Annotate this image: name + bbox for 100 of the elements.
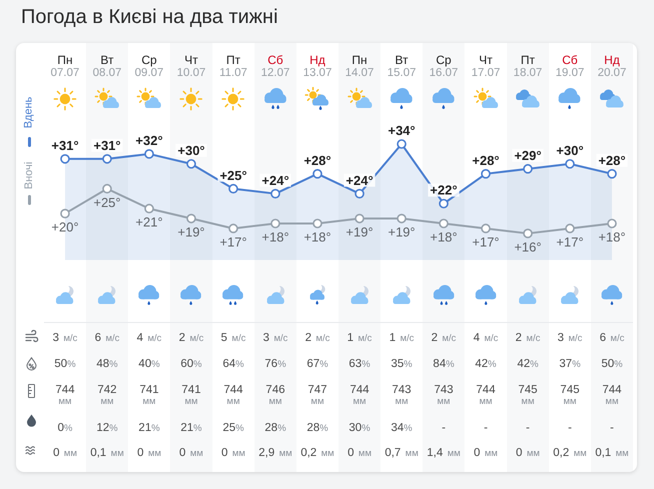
data-label: +18° — [430, 230, 458, 245]
point — [144, 149, 154, 159]
x-tick-label: Нд 13.07 — [302, 53, 333, 79]
point — [565, 159, 575, 169]
text: 3 м/с — [52, 332, 78, 344]
data-label: +20° — [51, 220, 79, 235]
point — [607, 218, 617, 228]
text: - — [442, 422, 446, 434]
text: 744 мм — [54, 384, 76, 407]
text: 1 м/с — [389, 332, 414, 344]
text: 67% — [306, 358, 328, 370]
text: 3 м/с — [558, 332, 582, 344]
text: 42% — [475, 358, 496, 370]
data-label: +31° — [93, 138, 121, 153]
text: 2,9 мм — [258, 447, 292, 459]
text: 0,2 мм — [553, 447, 587, 459]
text: 50% — [54, 358, 76, 370]
point — [102, 184, 112, 194]
text: 0,1 мм — [90, 447, 124, 459]
text: 2 м/с — [431, 332, 456, 344]
text: 37% — [559, 358, 581, 370]
x-tick-label: Пт 18.07 — [512, 53, 544, 79]
text: 1,4 мм — [426, 447, 460, 459]
point — [354, 188, 364, 198]
point — [270, 218, 280, 228]
text: 742 мм — [96, 384, 118, 407]
text: 744 мм — [348, 384, 370, 407]
text: - — [610, 422, 614, 434]
text: 25% — [222, 422, 244, 434]
point — [228, 184, 238, 194]
data-label: +28° — [598, 152, 626, 168]
x-tick-label: Ср 09.07 — [134, 53, 165, 79]
data-label: +19° — [178, 224, 205, 240]
point — [312, 169, 322, 179]
x-tick-label: Вт 15.07 — [386, 53, 417, 79]
point — [396, 139, 406, 149]
text: 63% — [348, 358, 370, 370]
text: 21% — [138, 422, 160, 434]
text: 4 м/с — [473, 332, 498, 344]
data-label: +31° — [51, 138, 79, 153]
text: 4 м/с — [136, 332, 162, 344]
text: 0 мм — [221, 447, 246, 459]
data-label: +25° — [93, 194, 121, 210]
text: 42% — [517, 358, 538, 370]
text: 743 мм — [391, 384, 412, 407]
text: 2 м/с — [305, 332, 330, 344]
text: 0 мм — [348, 447, 372, 459]
text: 746 мм — [264, 384, 286, 407]
data-label: +17° — [220, 234, 247, 250]
point — [523, 164, 533, 174]
point — [60, 154, 70, 164]
data-label: +30° — [178, 142, 205, 158]
data-label: +28° — [472, 152, 500, 168]
text: 747 мм — [306, 384, 328, 407]
point — [102, 154, 112, 164]
point — [607, 169, 617, 179]
point — [438, 218, 448, 228]
text: 744 мм — [601, 384, 623, 407]
x-tick-label: Пн 07.07 — [50, 53, 80, 79]
text: 3 м/с — [263, 332, 288, 344]
data-label: +21° — [136, 214, 163, 230]
data-label: +19° — [346, 224, 374, 240]
text: 28% — [306, 422, 328, 434]
text: 2 м/с — [178, 332, 204, 344]
text: 1 м/с — [347, 332, 372, 344]
data-label: +17° — [472, 234, 500, 250]
data-label: +30° — [556, 142, 584, 158]
point — [480, 169, 491, 179]
text: 40% — [138, 358, 160, 370]
text: 12% — [96, 422, 118, 434]
x-tick-label: Чт 17.07 — [470, 53, 502, 79]
data-label: +18° — [304, 230, 332, 245]
data-label: +17° — [556, 234, 584, 250]
text: 0,2 мм — [300, 447, 334, 459]
text: - — [526, 422, 530, 434]
text: 0 мм — [516, 447, 540, 459]
text: 84% — [433, 358, 454, 370]
chart-title: Погода в Києві на два тижні — [21, 6, 278, 29]
text: 0 мм — [179, 447, 204, 459]
text: 5 м/с — [220, 332, 246, 344]
text: 0,7 мм — [384, 447, 418, 459]
point — [523, 228, 533, 238]
text: 0 мм — [53, 447, 77, 459]
text: 744 мм — [475, 384, 496, 407]
text: 0% — [58, 422, 72, 434]
point — [228, 224, 238, 234]
point — [186, 159, 196, 169]
x-tick-label: Вт 08.07 — [92, 53, 122, 79]
text: 35% — [390, 358, 412, 370]
x-tick-label: Сб 19.07 — [554, 53, 586, 79]
text: 60% — [180, 358, 202, 370]
x-tick-label: Пн 14.07 — [344, 53, 375, 79]
data-label: +22° — [430, 182, 458, 198]
data-label: +16° — [514, 240, 542, 255]
text: 6 м/с — [94, 332, 120, 344]
x-tick-label: Чт 10.07 — [176, 53, 207, 79]
data-label: +34° — [388, 123, 416, 138]
text: 48% — [96, 358, 118, 370]
text: 34% — [390, 422, 412, 434]
x-tick-label: Ср 16.07 — [428, 53, 460, 79]
